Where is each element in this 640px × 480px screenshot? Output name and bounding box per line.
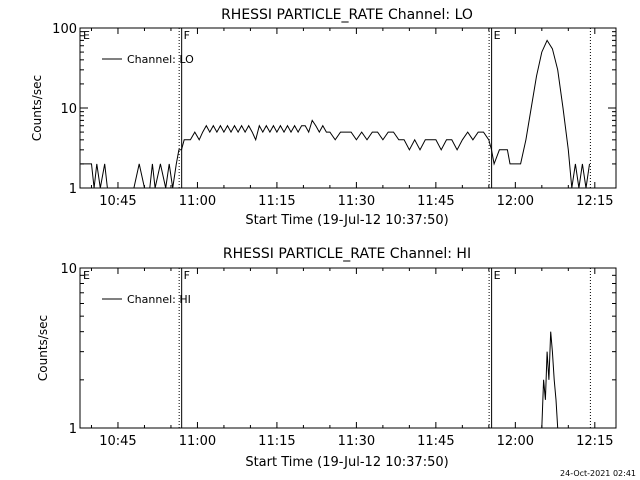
chart-title: RHESSI PARTICLE_RATE Channel: LO [221, 7, 473, 23]
x-axis-label: Start Time (19-Jul-12 10:37:50) [245, 213, 448, 228]
x-axis-label: Start Time (19-Jul-12 10:37:50) [245, 455, 448, 470]
y-axis-label: Counts/sec [30, 75, 44, 141]
y-tick-label: 1 [69, 182, 77, 197]
marker-label: F [184, 269, 190, 282]
x-tick-label: 12:15 [576, 434, 613, 449]
y-axis-label: Counts/sec [36, 315, 50, 381]
marker-label: E [494, 269, 501, 282]
series-line [541, 331, 559, 429]
x-tick-label: 11:00 [179, 434, 216, 449]
marker-label: E [83, 29, 90, 42]
series-line [80, 39, 590, 189]
plot-frame [79, 267, 617, 429]
legend-label: Channel: HI [127, 293, 191, 306]
y-tick-label: 100 [52, 22, 77, 37]
x-tick-label: 11:45 [417, 194, 454, 209]
x-tick-label: 11:45 [417, 434, 454, 449]
x-tick-label: 11:30 [338, 194, 375, 209]
marker-label: E [494, 29, 501, 42]
y-tick-label: 10 [60, 102, 77, 117]
legend: Channel: HI [102, 293, 191, 306]
chart-marks: 10:45 11:00 11:15 11:30 11:45 12:00 12:15 1 10 E F… [60, 262, 616, 449]
x-tick-label: 12:15 [576, 194, 613, 209]
x-tick-label: 10:45 [99, 194, 136, 209]
chart-title: RHESSI PARTICLE_RATE Channel: HI [223, 246, 471, 262]
y-tick-label: 1 [69, 422, 77, 437]
legend: Channel: LO [102, 53, 194, 66]
x-tick-label: 12:00 [497, 194, 534, 209]
hi-channel-chart: RHESSI PARTICLE_RATE Channel: HI Counts/… [36, 246, 617, 470]
x-tick-label: 10:45 [99, 434, 136, 449]
x-tick-label: 12:00 [497, 434, 534, 449]
generation-timestamp: 24-Oct-2021 02:41 [560, 469, 636, 478]
x-tick-label: 11:15 [258, 194, 295, 209]
x-tick-label: 11:00 [179, 194, 216, 209]
lo-channel-chart: RHESSI PARTICLE_RATE Channel: LO Counts/… [30, 7, 617, 228]
x-tick-label: 11:15 [258, 434, 295, 449]
marker-label: E [83, 269, 90, 282]
x-tick-label: 11:30 [338, 434, 375, 449]
legend-label: Channel: LO [127, 53, 194, 66]
chart-marks: 10:45 11:00 11:15 11:30 11:45 12:00 12:15 1 10 10… [52, 22, 616, 209]
marker-label: F [184, 29, 190, 42]
y-tick-label: 10 [60, 262, 77, 277]
plot-frame [79, 27, 617, 189]
